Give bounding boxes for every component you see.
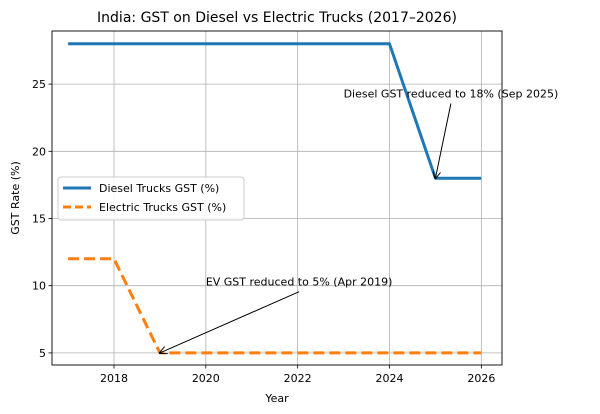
- series-layer: [68, 42, 482, 355]
- x-tick-label: 2024: [376, 372, 404, 385]
- ticks-layer: 2018 2020 2022 2024 2026 5 10 15 20 25: [32, 78, 495, 385]
- legend-label-1: Diesel Trucks GST (%): [99, 182, 219, 195]
- x-tick-label: 2026: [467, 372, 495, 385]
- chart-title: India: GST on Diesel vs Electric Trucks …: [97, 10, 457, 26]
- x-axis-label: Year: [264, 392, 289, 405]
- series-line-electric: [68, 257, 482, 355]
- annotations: Diesel GST reduced to 18% (Sep 2025) EV G…: [160, 88, 558, 353]
- x-tick-label: 2018: [100, 372, 128, 385]
- legend: Diesel Trucks GST (%) Electric Trucks GST…: [57, 176, 245, 221]
- y-tick-label: 15: [32, 212, 46, 225]
- x-tick-label: 2020: [192, 372, 220, 385]
- y-axis-label: GST Rate (%): [9, 161, 22, 234]
- x-tick-label: 2022: [284, 372, 312, 385]
- y-tick-label: 25: [32, 78, 46, 91]
- legend-label-2: Electric Trucks GST (%): [99, 201, 226, 214]
- annotation-text-2: EV GST reduced to 5% (Apr 2019): [206, 276, 393, 289]
- series-line-diesel: [68, 42, 482, 180]
- legend-box: [57, 176, 245, 221]
- y-tick-label: 5: [39, 347, 46, 360]
- annotation-text-1: Diesel GST reduced to 18% (Sep 2025): [344, 88, 559, 101]
- annotation-arrow-2: [160, 291, 300, 353]
- annotation-arrow-1: [435, 103, 452, 179]
- y-tick-label: 10: [32, 280, 46, 293]
- plot-frame: [51, 30, 503, 366]
- y-tick-label: 20: [32, 145, 46, 158]
